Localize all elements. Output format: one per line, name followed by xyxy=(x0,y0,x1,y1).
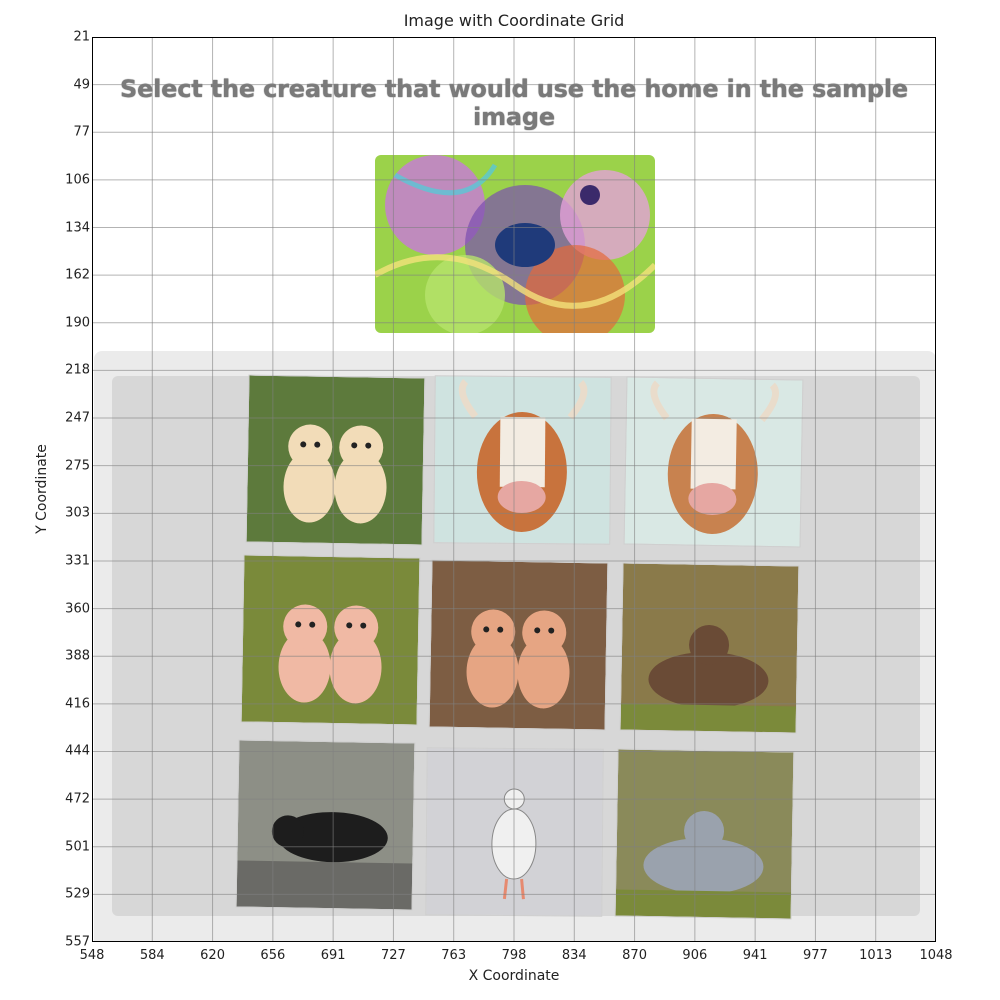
y-tick-label: 247 xyxy=(65,410,90,426)
captcha-grid-board xyxy=(94,351,936,942)
captcha-tile-cow[interactable] xyxy=(623,376,804,548)
captcha-tile-cow[interactable] xyxy=(614,748,795,920)
captcha-grid-inner xyxy=(112,374,920,920)
captcha-tile-cow[interactable] xyxy=(433,375,612,545)
x-axis-label: X Coordinate xyxy=(468,968,560,984)
captcha-tile-puppies[interactable] xyxy=(240,554,421,726)
captcha-tile-puppies[interactable] xyxy=(245,374,426,546)
x-tick-label: 941 xyxy=(742,948,768,963)
y-tick-label: 49 xyxy=(73,77,90,93)
x-tick-label: 656 xyxy=(260,948,286,963)
x-tick-label: 870 xyxy=(622,948,647,963)
x-tick-label: 620 xyxy=(200,948,225,963)
y-tick-label: 529 xyxy=(65,886,90,902)
y-tick-label: 190 xyxy=(65,315,90,331)
y-tick-label: 21 xyxy=(73,29,90,45)
cow-icon xyxy=(624,377,803,547)
captcha-tile-duck[interactable] xyxy=(425,747,604,917)
y-tick-label: 331 xyxy=(65,553,90,569)
x-tick-label: 727 xyxy=(381,948,406,963)
puppies-icon xyxy=(241,555,420,725)
y-tick-label: 134 xyxy=(65,220,90,236)
y-tick-label: 388 xyxy=(65,648,90,664)
x-tick-label: 1048 xyxy=(919,948,953,963)
captcha-tile-cow[interactable] xyxy=(619,562,800,734)
x-tick-label: 691 xyxy=(320,948,346,963)
captcha-tile-puppies[interactable] xyxy=(428,559,609,731)
x-tick-label: 798 xyxy=(501,948,527,963)
duck-icon xyxy=(426,748,603,916)
puppies-icon xyxy=(429,560,608,730)
y-tick-label: 501 xyxy=(65,839,90,855)
plot-title: Image with Coordinate Grid xyxy=(403,11,625,30)
y-tick-label: 162 xyxy=(65,267,90,283)
captcha-screenshot: Select the creature that would use the h… xyxy=(92,37,936,942)
cow-icon xyxy=(434,376,611,544)
y-axis-label: Y Coordinate xyxy=(34,444,50,534)
y-tick-label: 472 xyxy=(65,791,90,807)
y-tick-label: 444 xyxy=(65,743,90,759)
y-tick-label: 416 xyxy=(65,696,90,712)
cow-icon xyxy=(620,563,799,733)
y-tick-label: 218 xyxy=(65,362,90,378)
y-tick-label: 557 xyxy=(65,934,90,950)
plot-area: Select the creature that would use the h… xyxy=(92,37,936,942)
y-tick-label: 77 xyxy=(73,124,90,140)
captcha-tile-black-cow[interactable] xyxy=(235,739,416,911)
x-tick-label: 584 xyxy=(139,948,165,963)
y-tick-label: 106 xyxy=(65,172,90,188)
y-tick-label: 275 xyxy=(65,458,90,474)
y-tick-label: 360 xyxy=(65,601,90,617)
captcha-prompt: Select the creature that would use the h… xyxy=(119,75,908,131)
cow-icon xyxy=(615,749,794,919)
x-tick-label: 834 xyxy=(561,948,587,963)
puppies-icon xyxy=(246,375,425,545)
x-tick-label: 548 xyxy=(79,948,105,963)
x-tick-label: 906 xyxy=(682,948,708,963)
x-tick-label: 977 xyxy=(803,948,828,963)
x-tick-label: 763 xyxy=(441,948,467,963)
black-cow-icon xyxy=(236,740,415,910)
x-tick-label: 1013 xyxy=(859,948,893,963)
abstract-nest-icon xyxy=(375,155,655,333)
y-tick-label: 303 xyxy=(65,505,90,521)
sample-image xyxy=(375,155,655,333)
